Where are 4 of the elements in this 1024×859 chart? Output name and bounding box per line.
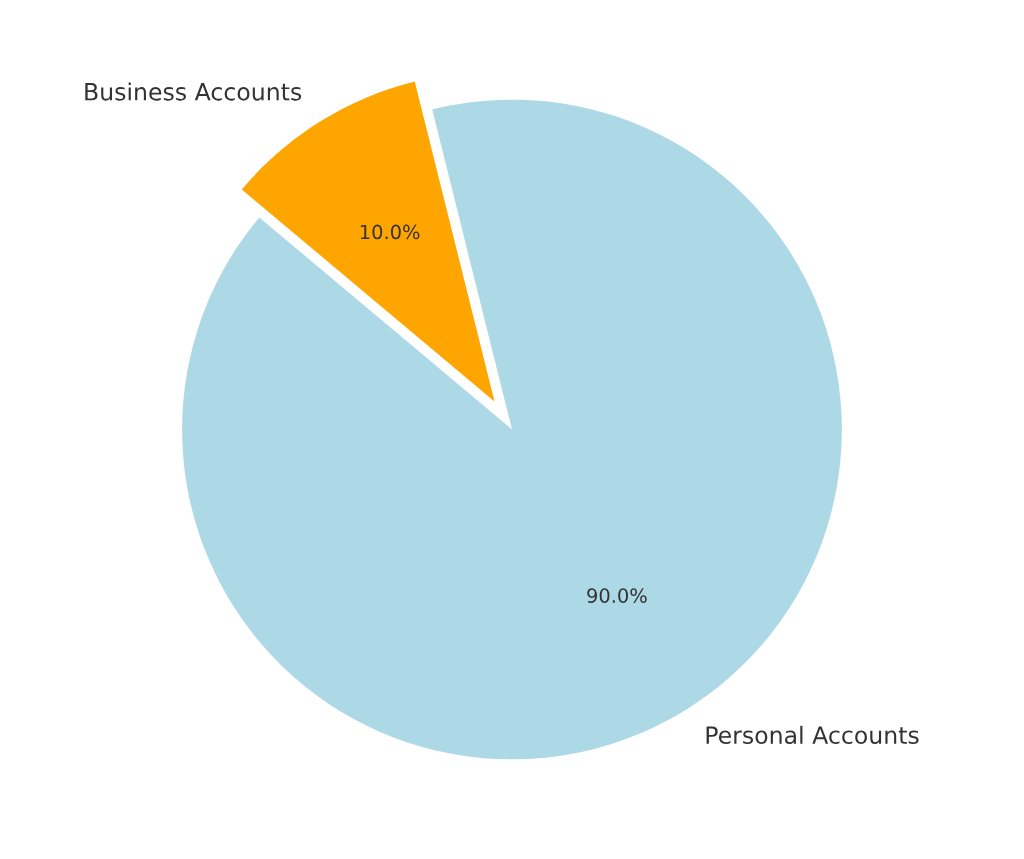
slice-label: Personal Accounts	[706, 725, 919, 745]
data-label: 10.0%	[360, 224, 420, 240]
slice-label: Business Accounts	[85, 82, 302, 101]
data-label: 90.0%	[587, 588, 647, 603]
